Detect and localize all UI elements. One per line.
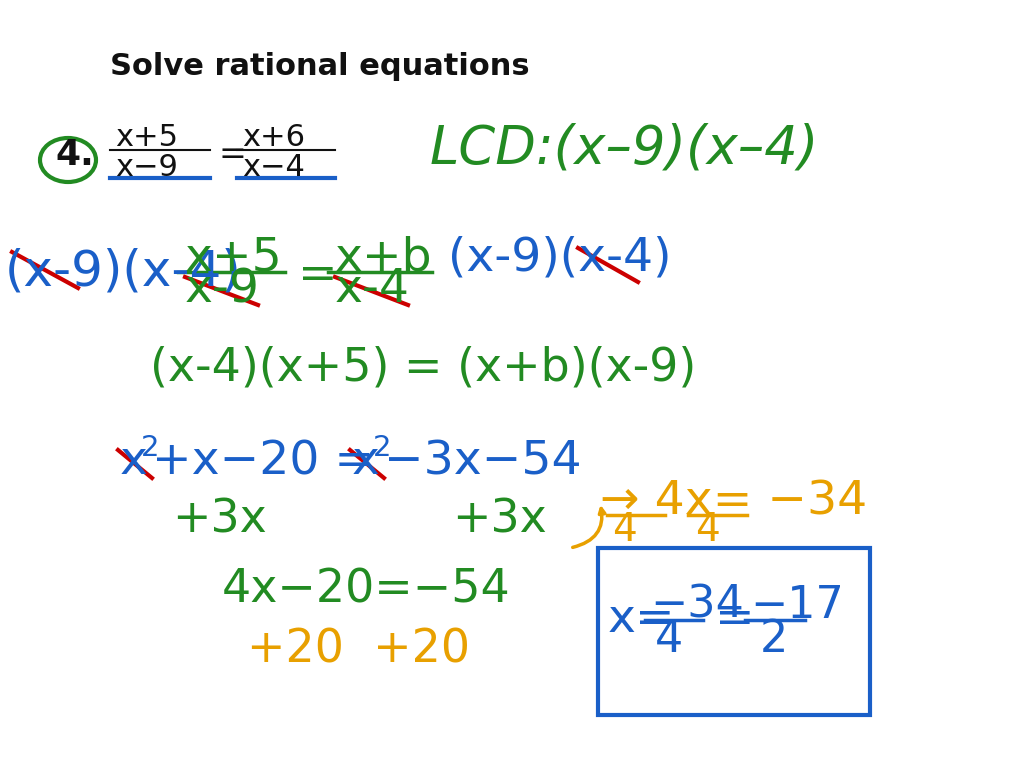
Text: −34: −34 (650, 584, 743, 627)
Text: x=: x= (608, 598, 676, 643)
Text: −3x−54: −3x−54 (384, 439, 582, 485)
Text: x‑9: x‑9 (185, 267, 260, 313)
Text: x+5: x+5 (115, 124, 178, 153)
Text: −17: −17 (750, 584, 844, 627)
Text: LCD:(x–9)(x–4): LCD:(x–9)(x–4) (430, 122, 819, 174)
Text: +20  +20: +20 +20 (247, 627, 470, 673)
Text: x‑4: x‑4 (335, 267, 410, 313)
Text: =: = (218, 138, 246, 171)
Text: +3x: +3x (172, 498, 266, 542)
Text: 2: 2 (373, 434, 391, 462)
Text: 2: 2 (760, 618, 788, 661)
Text: 4x−20=−54: 4x−20=−54 (222, 568, 511, 613)
Text: → 4x= −34: → 4x= −34 (600, 479, 867, 525)
Text: (x‑9)(x‑4): (x‑9)(x‑4) (5, 248, 242, 296)
Text: x−4: x−4 (242, 154, 305, 183)
Text: 4: 4 (655, 618, 683, 661)
Text: 4: 4 (612, 511, 637, 549)
Text: 2: 2 (141, 434, 160, 462)
Text: 4: 4 (695, 511, 720, 549)
Text: x+6: x+6 (242, 124, 305, 153)
Text: (x‑4)(x+5) = (x+b)(x‑9): (x‑4)(x+5) = (x+b)(x‑9) (150, 346, 696, 390)
Text: x: x (352, 439, 380, 485)
Text: +x−20 =: +x−20 = (152, 439, 374, 485)
Text: x−9: x−9 (115, 154, 178, 183)
Text: (x‑9)(x‑4): (x‑9)(x‑4) (449, 236, 672, 280)
Text: 4.: 4. (55, 138, 94, 172)
Text: x+5: x+5 (185, 236, 283, 280)
Text: =: = (298, 253, 338, 297)
Text: x: x (120, 439, 148, 485)
Text: x+b: x+b (335, 236, 432, 280)
Text: =: = (715, 598, 755, 643)
Text: Solve rational equations: Solve rational equations (110, 52, 529, 81)
Bar (598, 548, 870, 715)
Text: +3x: +3x (452, 498, 547, 542)
